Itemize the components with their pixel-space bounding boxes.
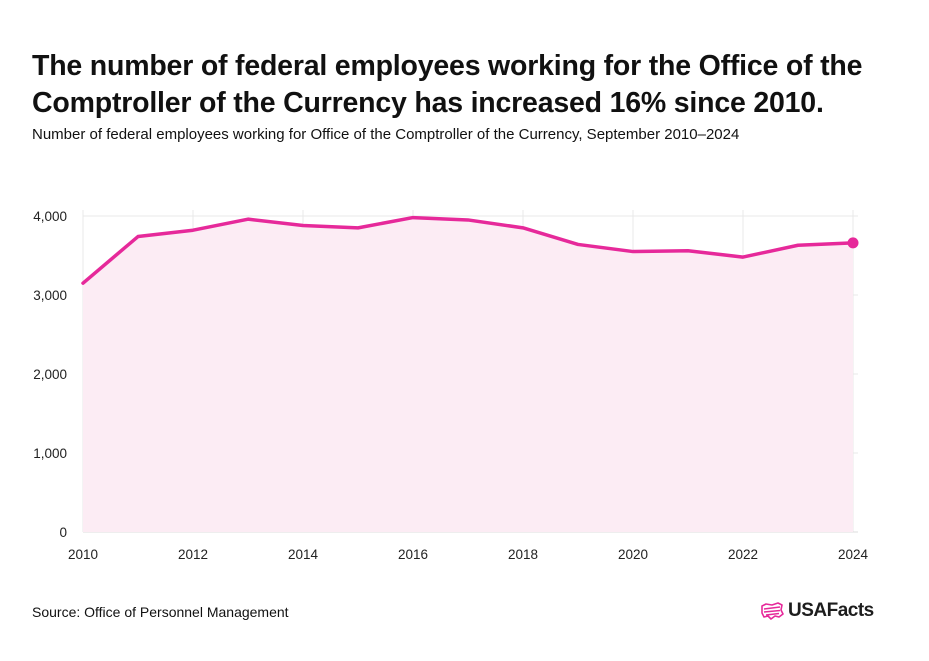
chart-subtitle: Number of federal employees working for … [32,126,740,143]
data-point-2021 [686,249,690,253]
area-fill-layer [83,217,853,532]
data-point-2014 [301,223,305,227]
data-point-2019 [576,242,580,246]
x-tick-label: 2022 [728,547,758,562]
y-tick-label: 0 [59,525,67,540]
usafacts-logo: USAFacts [760,600,874,622]
data-point-2023 [796,243,800,247]
x-tick-label: 2020 [618,547,648,562]
data-point-2017 [466,218,470,222]
data-point-2015 [356,226,360,230]
x-tick-label: 2016 [398,547,428,562]
logo-text: USAFacts [788,600,874,621]
chart-title: The number of federal employees working … [32,50,863,119]
x-tick-label: 2012 [178,547,208,562]
data-point-2012 [191,228,195,232]
source-note: Source: Office of Personnel Management [32,604,289,620]
us-map-flag-icon [761,602,784,620]
x-tick-label: 2010 [68,547,98,562]
data-point-2020 [631,250,635,254]
series-line [81,215,855,285]
x-tick-label: 2018 [508,547,538,562]
last-point-marker [847,237,859,249]
data-point-2010 [81,281,85,285]
y-tick-label: 1,000 [33,446,67,461]
axis-labels: 0 1,000 2,000 3,000 4,000 2010 2012 2014 2016 201… [33,209,868,562]
x-tick-label: 2024 [838,547,869,562]
y-tick-label: 2,000 [33,367,67,382]
data-point-2013 [246,217,250,221]
data-point-2011 [136,235,140,239]
y-tick-label: 4,000 [33,209,67,224]
series-area-fill [83,217,853,532]
data-point-2016 [411,216,415,220]
y-tick-label: 3,000 [33,288,67,303]
data-point-2018 [521,226,525,230]
data-point-2022 [741,255,745,259]
x-tick-label: 2014 [288,547,319,562]
series-line-layer [81,215,859,285]
